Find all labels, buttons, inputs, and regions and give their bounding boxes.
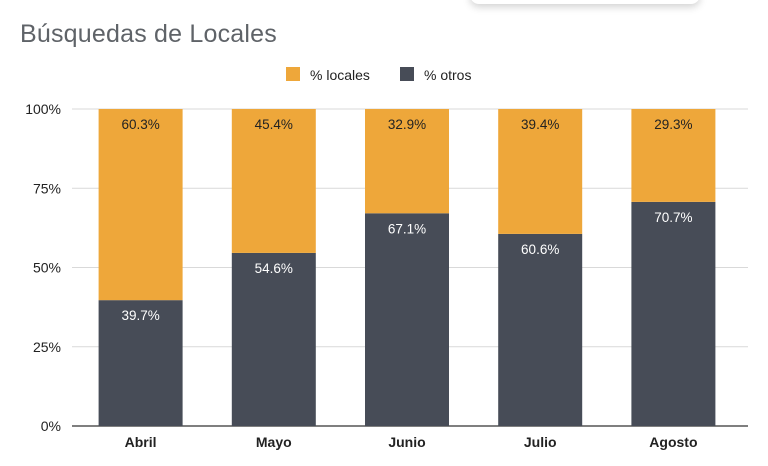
y-tick-label: 25%	[33, 339, 61, 355]
bar-otros	[365, 213, 449, 426]
x-axis-ticks: Abril Mayo Junio Julio Agosto	[125, 434, 698, 450]
y-axis-ticks: 0% 25% 50% 75% 100%	[25, 101, 61, 434]
x-tick-label: Mayo	[256, 434, 292, 450]
data-label: 60.3%	[121, 117, 159, 132]
header-shadow	[470, 0, 700, 4]
x-tick-label: Junio	[388, 434, 425, 450]
data-label: 70.7%	[654, 210, 692, 225]
data-label: 39.7%	[121, 308, 159, 323]
chart-title: Búsquedas de Locales	[20, 20, 277, 48]
bar-otros	[498, 233, 583, 426]
y-tick-label: 75%	[33, 180, 61, 196]
legend-swatch	[286, 67, 300, 81]
legend-label: % otros	[424, 67, 471, 83]
data-label: 60.6%	[521, 242, 559, 257]
data-labels: 39.7% 60.3% 54.6% 45.4% 67.1% 32.9% 60.6% 39.4%…	[121, 117, 692, 323]
x-tick-label: Julio	[524, 434, 557, 450]
legend: % locales % otros	[286, 67, 471, 83]
x-tick-label: Abril	[125, 434, 157, 450]
bar-otros	[231, 252, 316, 426]
legend-swatch	[400, 67, 414, 81]
data-label: 45.4%	[255, 117, 293, 132]
data-label: 54.6%	[255, 261, 293, 276]
bar-locales	[98, 109, 183, 301]
data-label: 32.9%	[388, 117, 426, 132]
x-tick-label: Agosto	[649, 434, 697, 450]
y-tick-label: 0%	[41, 418, 61, 434]
bar-otros	[98, 300, 183, 426]
bar-locales	[498, 109, 583, 234]
data-label: 67.1%	[388, 221, 426, 236]
data-label: 29.3%	[654, 117, 692, 132]
legend-label: % locales	[310, 67, 370, 83]
bar-locales	[631, 109, 716, 202]
y-tick-label: 50%	[33, 260, 61, 276]
bar-otros	[631, 201, 716, 426]
bars	[98, 109, 716, 426]
y-tick-label: 100%	[25, 101, 61, 117]
bar-locales	[231, 109, 316, 253]
bar-locales	[365, 109, 449, 214]
data-label: 39.4%	[521, 117, 559, 132]
